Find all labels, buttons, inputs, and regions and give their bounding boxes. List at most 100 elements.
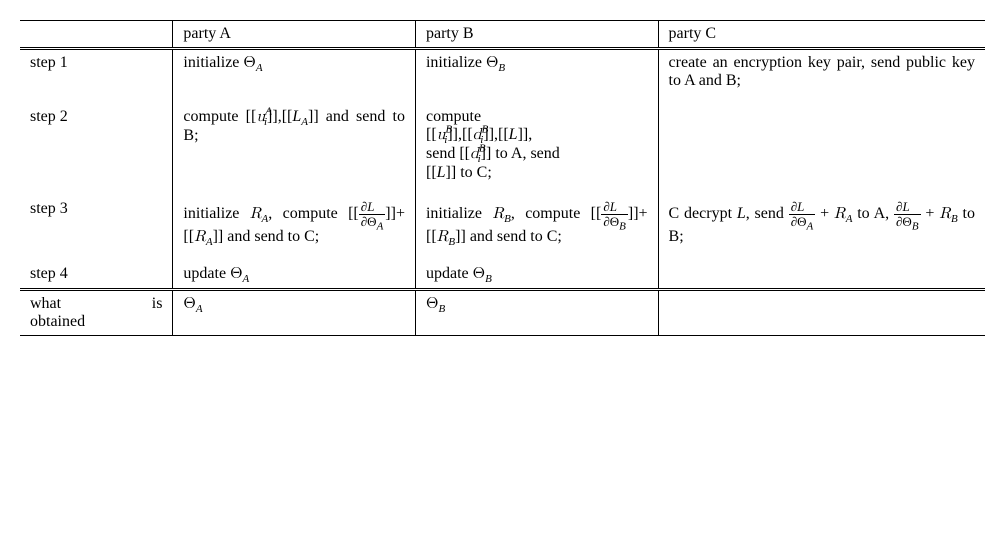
var-R: R — [939, 206, 951, 222]
step3-c: C decrypt L, send ∂L∂ΘA + RA to A, ∂L∂ΘB… — [658, 186, 985, 251]
step4-b: update ΘB — [415, 251, 658, 290]
cal-L: L — [292, 108, 301, 125]
text: [[ — [462, 126, 473, 143]
step3-row: step 3 initialize RA, compute [[∂L∂ΘA]]+… — [20, 186, 985, 251]
step2-row: step 2 compute [[uAi]],[[LA]] and send t… — [20, 94, 985, 186]
step4-c — [658, 251, 985, 290]
header-party-a: party A — [173, 21, 416, 49]
text: [[ — [426, 228, 437, 245]
step3-label: step 3 — [20, 186, 173, 251]
text: + — [921, 205, 940, 222]
step4-label: step 4 — [20, 251, 173, 290]
text: + — [396, 205, 405, 222]
obtained-b: ΘB — [415, 290, 658, 336]
step1-row: step 1 initialize ΘA initialize ΘB creat… — [20, 49, 985, 95]
text: [[ — [348, 205, 359, 222]
obtained-c — [658, 290, 985, 336]
step2-label: step 2 — [20, 94, 173, 186]
header-blank — [20, 21, 173, 49]
cal-L: L — [509, 126, 518, 143]
step3-b: initialize RB, compute [[∂L∂ΘB]]+[[RB]] … — [415, 186, 658, 251]
text: obtained — [30, 313, 162, 331]
sub: B — [485, 273, 492, 285]
text: send [[ — [426, 145, 470, 162]
text: ]] — [455, 228, 466, 245]
theta-symbol: Θ — [230, 266, 242, 282]
header-party-b: party B — [415, 21, 658, 49]
var-R: R — [437, 229, 449, 245]
text: , — [528, 126, 532, 143]
text: + — [639, 205, 648, 222]
algorithm-table: party A party B party C step 1 initializ… — [20, 20, 985, 336]
header-party-c: party C — [658, 21, 985, 49]
step2-c — [658, 94, 985, 186]
text: ]] to C; — [446, 164, 492, 181]
obtained-a: ΘA — [173, 290, 416, 336]
text: , compute — [511, 205, 580, 222]
obtained-label: what is obtained — [20, 290, 173, 336]
text: ]] — [213, 228, 224, 245]
text: C decrypt — [669, 205, 737, 222]
var-R: R — [492, 206, 504, 222]
text: and send to C; — [223, 228, 319, 245]
text: ]] — [447, 126, 458, 143]
text: initialize — [426, 54, 486, 71]
sub: A — [206, 236, 213, 248]
sub: B — [951, 213, 958, 225]
fraction: ∂L∂ΘA — [789, 200, 816, 228]
text: + — [815, 205, 834, 222]
text: initialize — [426, 205, 492, 222]
text: initialize — [183, 54, 243, 71]
text: update — [426, 265, 473, 282]
text: is — [152, 295, 163, 312]
step1-c: create an encryption key pair, send publ… — [658, 49, 985, 95]
sub: A — [196, 303, 203, 315]
text: ]] — [483, 126, 494, 143]
subscript: B — [498, 62, 505, 74]
text: ]] to A, send — [481, 145, 560, 162]
header-row: party A party B party C — [20, 21, 985, 49]
text: , send — [746, 205, 789, 222]
cal-L: L — [437, 164, 446, 181]
step2-b: compute [[uBi]],[[dBi]],[[L]], send [[dB… — [415, 94, 658, 186]
text: update — [183, 265, 230, 282]
text: [[ — [426, 126, 437, 143]
text: compute — [426, 108, 481, 125]
step3-a: initialize RA, compute [[∂L∂ΘA]]+[[RA]] … — [173, 186, 416, 251]
text: initialize — [183, 205, 249, 222]
step1-label: step 1 — [20, 49, 173, 95]
theta-symbol: Θ — [486, 55, 498, 71]
theta-symbol: Θ — [243, 55, 255, 71]
text: ]] — [628, 205, 639, 222]
step1-b: initialize ΘB — [415, 49, 658, 95]
theta-symbol: Θ — [183, 296, 195, 312]
fraction: ∂L∂ΘA — [359, 200, 386, 228]
step4-row: step 4 update ΘA update ΘB — [20, 251, 985, 290]
text: ]] — [518, 126, 529, 143]
text: [[ — [183, 228, 194, 245]
text: ]] — [308, 108, 319, 125]
text: ]],[[ — [267, 108, 292, 125]
fraction: ∂L∂ΘB — [894, 200, 921, 228]
text: to A, — [852, 205, 894, 222]
var-R: R — [834, 206, 846, 222]
fraction: ∂L∂ΘB — [601, 200, 628, 228]
text: ]] — [385, 205, 396, 222]
text: compute [[ — [183, 108, 256, 125]
text: [[ — [591, 205, 602, 222]
var-R: R — [194, 229, 206, 245]
text: [[ — [426, 164, 437, 181]
cal-L: L — [737, 205, 746, 222]
step4-a: update ΘA — [173, 251, 416, 290]
var-R: R — [250, 206, 262, 222]
step1-a: initialize ΘA — [173, 49, 416, 95]
theta-symbol: Θ — [426, 296, 438, 312]
sub: A — [301, 116, 308, 128]
step2-a: compute [[uAi]],[[LA]] and send to B; — [173, 94, 416, 186]
sub: A — [243, 273, 250, 285]
theta-symbol: Θ — [473, 266, 485, 282]
text: [[ — [498, 126, 509, 143]
text: , compute — [268, 205, 337, 222]
sub: B — [438, 303, 445, 315]
subscript: A — [256, 62, 263, 74]
